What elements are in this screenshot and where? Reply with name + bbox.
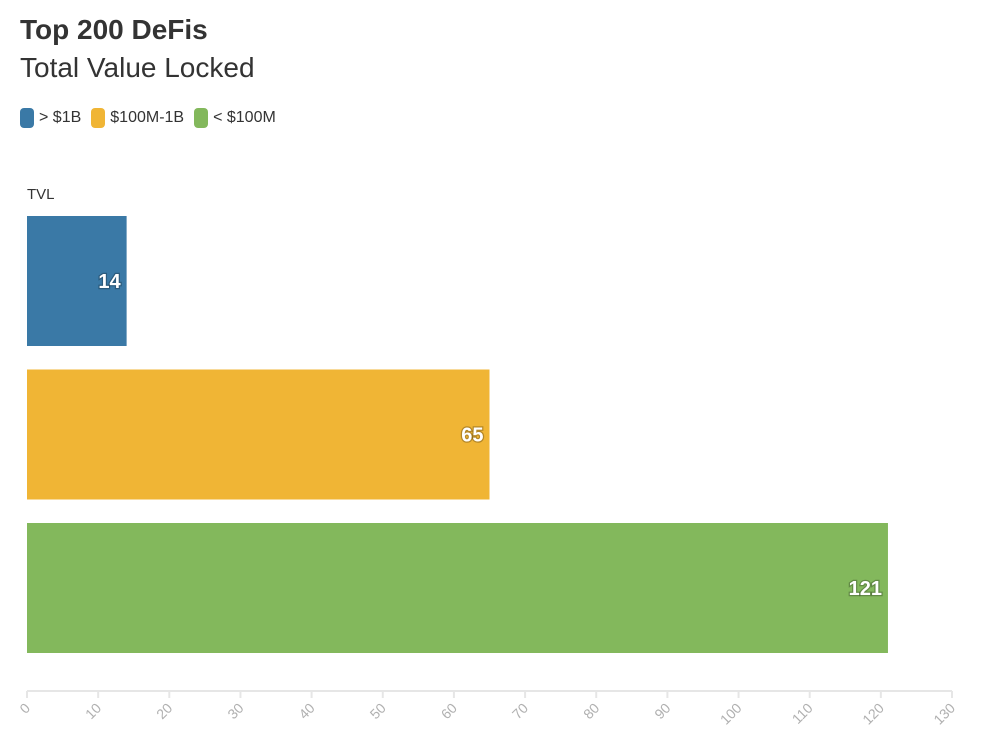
x-tick-label: 50 <box>367 700 389 722</box>
x-tick-label: 110 <box>789 700 816 727</box>
x-tick-label: 80 <box>580 700 602 722</box>
legend-label-lt-100m: < $100M <box>213 109 276 126</box>
bar-value-label: 14 <box>98 271 121 293</box>
x-tick-label: 120 <box>859 700 887 728</box>
x-tick-label: 10 <box>82 700 104 722</box>
x-tick-label: 40 <box>295 700 317 722</box>
x-tick-label: 100 <box>717 700 745 728</box>
legend-item-lt-100m[interactable]: < $100M <box>194 108 276 128</box>
x-tick-label: 60 <box>438 700 460 722</box>
x-tick-label: 0 <box>16 700 33 717</box>
legend-item-gt-1b[interactable]: > $1B <box>20 108 81 128</box>
category-axis-label: TVL <box>27 186 55 203</box>
chart-title: Top 200 DeFis <box>20 14 208 45</box>
x-tick-label: 90 <box>651 700 673 722</box>
x-tick-label: 70 <box>509 700 531 722</box>
bar-value-label: 121 <box>849 578 882 600</box>
legend-swatch-100m-1b <box>91 108 106 128</box>
bar[interactable] <box>27 523 888 653</box>
legend-swatch-lt-100m <box>194 108 209 128</box>
x-tick-label: 130 <box>930 700 958 728</box>
legend-label-100m-1b: $100M-1B <box>110 109 185 126</box>
legend-label-gt-1b: > $1B <box>39 109 82 126</box>
bar-value-label: 65 <box>461 425 483 447</box>
legend-swatch-gt-1b <box>20 108 34 128</box>
legend-item-100m-1b[interactable]: $100M-1B <box>91 108 184 128</box>
legend: > $1B $100M-1B < $100M <box>20 108 276 128</box>
x-tick-label: 20 <box>153 700 175 722</box>
x-tick-label: 30 <box>224 700 246 722</box>
chart-subtitle: Total Value Locked <box>20 52 255 83</box>
bar[interactable] <box>27 216 127 346</box>
bar[interactable] <box>27 369 490 500</box>
